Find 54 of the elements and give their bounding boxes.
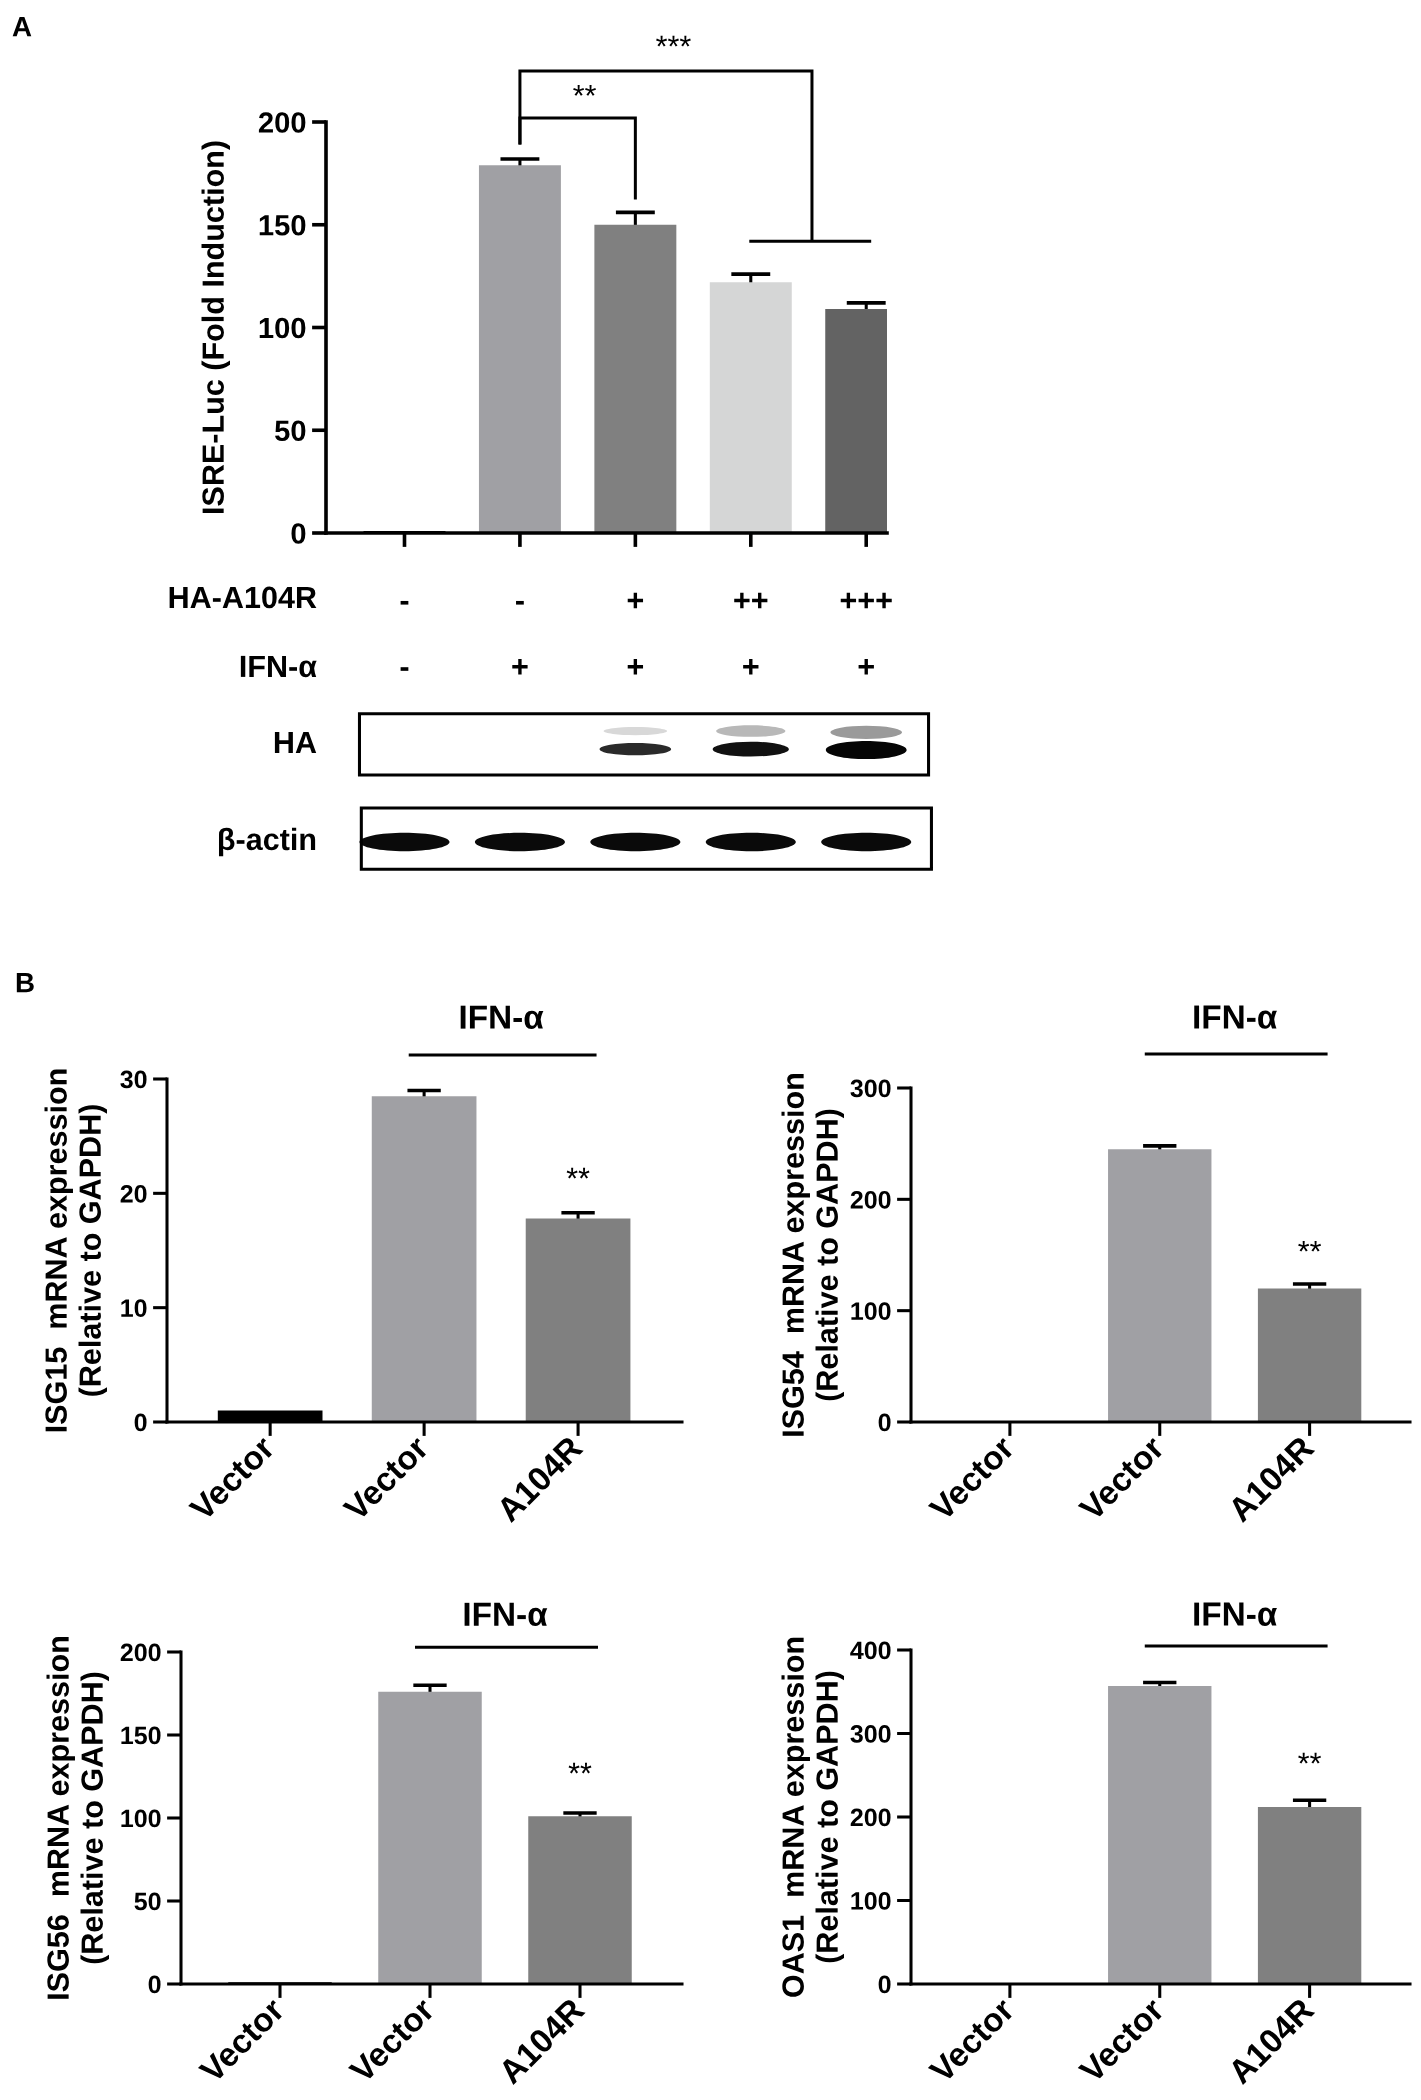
y-tick-label: 300 bbox=[850, 1725, 891, 1743]
text: + bbox=[858, 659, 874, 675]
y-tick-label: 100 bbox=[851, 1302, 891, 1320]
text: IFN-α bbox=[460, 1005, 544, 1029]
y-tick-label: 20 bbox=[120, 1184, 147, 1203]
y-tick-label: 50 bbox=[134, 1892, 161, 1911]
y-tick-label: 300 bbox=[850, 1079, 891, 1098]
annotation: ** bbox=[566, 1167, 590, 1179]
y-tick-label: 10 bbox=[121, 1299, 147, 1317]
y-tick-label: 100 bbox=[259, 317, 306, 339]
y-tick-label: 0 bbox=[291, 523, 306, 544]
x-tick-label: - bbox=[516, 600, 524, 605]
annotation: ** bbox=[1298, 1240, 1322, 1252]
text: HA-A104R bbox=[169, 586, 317, 609]
text: A bbox=[12, 17, 32, 37]
y-tick-label: 100 bbox=[121, 1809, 161, 1828]
text: - bbox=[400, 667, 409, 671]
x-tick-label: +++ bbox=[840, 592, 892, 609]
y-axis-title: ISG54 mRNA expression (Relative to GAPDH) bbox=[781, 1074, 844, 1436]
y-tick-label: 0 bbox=[148, 1975, 161, 1994]
text: IFN-α bbox=[464, 1602, 548, 1627]
y-tick-label: 400 bbox=[850, 1641, 891, 1660]
text: β-actin bbox=[218, 827, 316, 857]
y-tick-label: 200 bbox=[258, 112, 306, 133]
y-tick-label: 50 bbox=[275, 420, 306, 442]
text: IFN-α bbox=[1194, 1005, 1277, 1029]
y-tick-label: 0 bbox=[134, 1413, 147, 1432]
y-tick-label: 30 bbox=[120, 1070, 147, 1089]
y-axis-title: OAS1 mRNA expression (Relative to GAPDH) bbox=[781, 1637, 844, 1997]
y-axis-title: ISG56 mRNA expression (Relative to GAPDH) bbox=[46, 1637, 109, 1999]
text: HA bbox=[274, 731, 317, 753]
y-tick-label: 200 bbox=[850, 1190, 891, 1209]
y-tick-label: 0 bbox=[878, 1413, 891, 1432]
text: *** bbox=[656, 35, 691, 47]
y-axis-title: ISG15 mRNA expression (Relative to GAPDH) bbox=[44, 1069, 107, 1432]
text: + bbox=[512, 659, 528, 675]
annotation: ** bbox=[568, 1762, 592, 1774]
x-tick-label: + bbox=[627, 592, 644, 609]
y-tick-label: 100 bbox=[851, 1892, 891, 1910]
y-tick-label: 200 bbox=[120, 1643, 161, 1662]
y-axis-title: ISRE-Luc (Fold Induction) bbox=[201, 141, 230, 513]
y-tick-label: 200 bbox=[850, 1808, 891, 1827]
x-tick-label: - bbox=[400, 600, 409, 605]
text: B bbox=[16, 973, 34, 993]
text: IFN-α bbox=[1194, 1602, 1277, 1626]
annotation: ** bbox=[1298, 1752, 1322, 1764]
text: + bbox=[743, 659, 759, 675]
text: + bbox=[627, 659, 644, 675]
y-tick-label: 0 bbox=[878, 1975, 891, 1994]
y-tick-label: 150 bbox=[121, 1726, 161, 1745]
text: IFN-α bbox=[240, 655, 317, 678]
x-tick-label: ++ bbox=[734, 592, 768, 609]
text: ** bbox=[573, 85, 596, 96]
y-tick-label: 150 bbox=[259, 214, 306, 236]
